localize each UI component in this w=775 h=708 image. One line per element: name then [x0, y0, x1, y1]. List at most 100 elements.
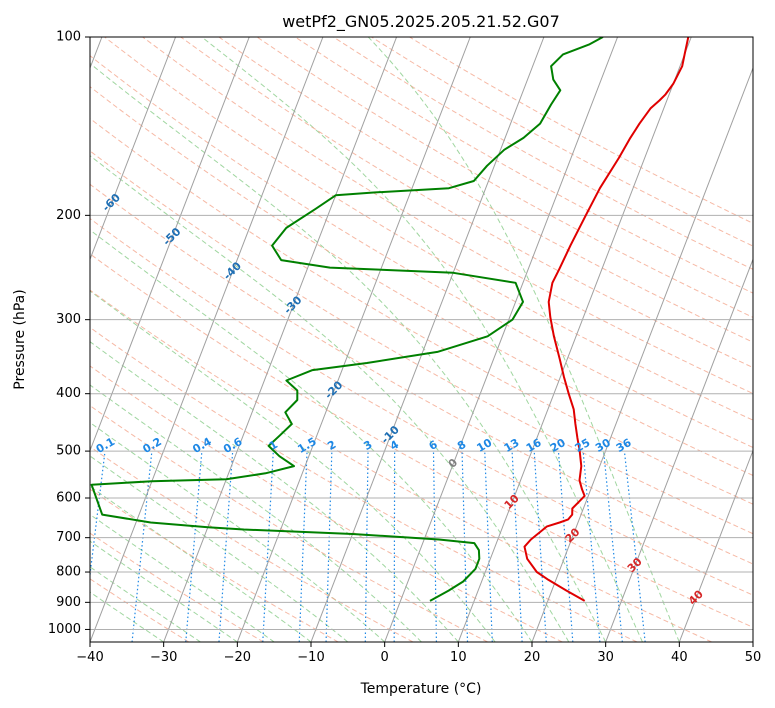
moist-adiabat-line — [90, 155, 570, 642]
mixing-ratio-line — [557, 451, 574, 642]
plot-frame — [89, 36, 754, 643]
y-tick-label: 600 — [56, 491, 81, 506]
isotherm-label: 20 — [563, 525, 583, 545]
dry-adiabat-line — [90, 253, 753, 628]
moist-adiabat-line — [90, 591, 164, 642]
isotherm-label: -70 — [39, 157, 62, 180]
mixing-ratio-line — [623, 451, 646, 642]
isotherm-label: 10 — [502, 492, 522, 512]
isotherm-line — [457, 37, 692, 642]
y-tick-label: 500 — [56, 444, 81, 459]
sounding-profiles — [90, 37, 690, 602]
mixing-ratio-line — [325, 451, 333, 642]
dry-adiabat-line — [90, 405, 488, 642]
isotherm-line — [90, 37, 177, 261]
moist-adiabat-line — [90, 513, 275, 642]
mixing-ratio-line — [131, 451, 153, 642]
mixing-ratio-label: 0.4 — [190, 435, 214, 456]
mixing-ratio-label: 0.1 — [94, 435, 117, 456]
moist-adiabat-line — [90, 540, 238, 642]
mixing-ratio-label: 0.6 — [221, 435, 245, 456]
y-tick-label: 900 — [56, 595, 81, 610]
mixing-ratio-label: 16 — [524, 436, 544, 455]
dry-adiabat-line — [218, 37, 753, 343]
dry-adiabat-line — [142, 37, 753, 395]
temperature-line — [523, 37, 690, 602]
dry-adiabats — [90, 37, 753, 642]
mixing-ratio-line — [432, 451, 438, 642]
isotherm-line — [752, 640, 753, 642]
pressure-gridlines — [90, 37, 753, 630]
dewpoint-line — [90, 37, 604, 602]
mixing-ratio-line — [364, 451, 369, 642]
dry-adiabat-line — [90, 217, 753, 596]
dry-adiabat-line — [90, 289, 712, 642]
moist-adiabat-line — [90, 421, 386, 642]
dry-adiabat-line — [90, 117, 753, 505]
x-tick-label: −10 — [297, 650, 324, 665]
mixing-ratio-line — [484, 451, 493, 642]
mixing-ratio-line — [461, 451, 469, 642]
moist-adiabat-line — [90, 384, 422, 642]
isotherm-label: -80 — [0, 122, 2, 145]
dry-adiabat-line — [90, 488, 339, 642]
isotherm-line — [90, 37, 324, 642]
isotherm-line — [163, 37, 398, 642]
dry-adiabat-line — [90, 326, 638, 642]
mixing-ratio-label: 1.5 — [295, 435, 318, 456]
mixing-ratio-label: 0.2 — [141, 435, 164, 456]
x-tick-label: −40 — [76, 650, 103, 665]
isotherm-line — [531, 66, 753, 642]
mixing-ratio-label: 25 — [573, 436, 593, 455]
x-tick-label: 0 — [381, 650, 389, 665]
moist-adiabat-line — [90, 455, 349, 642]
dry-adiabat-line — [90, 183, 753, 565]
y-tick-label: 400 — [56, 386, 81, 401]
mixing-ratio-lines — [90, 451, 646, 642]
mixing-ratio-line — [298, 451, 308, 642]
mixing-ratio-label: 13 — [502, 436, 522, 455]
dry-adiabat-line — [256, 37, 753, 318]
mixing-ratio-line — [90, 451, 106, 580]
moist-adiabat-line — [90, 566, 201, 642]
x-tick-label: −20 — [224, 650, 251, 665]
mixing-ratio-label: 20 — [548, 436, 568, 455]
x-tick-label: 40 — [671, 650, 688, 665]
line-labels: -100-90-80-70-60-50-40-30-20-10010203040… — [0, 122, 706, 608]
y-axis-label: Pressure (hPa) — [12, 289, 28, 389]
x-tick-label: −30 — [150, 650, 177, 665]
isotherm-line — [678, 449, 753, 642]
isotherm-label: -30 — [281, 293, 304, 316]
x-tick-label: 10 — [450, 650, 467, 665]
isotherm-line — [236, 37, 471, 642]
chart-title: wetPf2_GN05.2025.205.21.52.G07 — [282, 12, 560, 32]
dry-adiabat-line — [90, 150, 753, 535]
moist-adiabat-line — [90, 290, 496, 642]
x-axis-ticks: −40 −30 −20 −10 0 10 20 30 40 50 — [76, 642, 761, 665]
plot-area: -100-90-80-70-60-50-40-30-20-10010203040… — [0, 37, 753, 642]
moist-adiabat-line — [90, 62, 607, 642]
y-tick-label: 1000 — [48, 622, 81, 637]
isotherm-line — [384, 37, 619, 642]
isotherm-label: 0 — [446, 456, 461, 471]
y-axis-ticks: 100 200 300 400 500 600 700 800 900 1000 — [48, 30, 90, 637]
x-tick-label: 30 — [597, 650, 614, 665]
moist-adiabat-line — [90, 229, 533, 642]
y-tick-label: 200 — [56, 208, 81, 223]
y-tick-label: 300 — [56, 312, 81, 327]
dry-adiabat-line — [104, 37, 753, 421]
isotherm-line — [605, 257, 753, 642]
x-tick-label: 20 — [524, 650, 541, 665]
dry-adiabat-line — [409, 37, 753, 224]
isotherm-label: -20 — [322, 378, 345, 401]
isotherms — [90, 37, 753, 642]
y-tick-label: 700 — [56, 530, 81, 545]
isotherm-line — [90, 37, 250, 453]
isotherm-label: -50 — [160, 225, 183, 248]
mixing-ratio-label: 10 — [475, 436, 495, 455]
y-tick-label: 100 — [56, 30, 81, 45]
dry-adiabat-line — [180, 37, 753, 369]
dry-adiabat-line — [90, 55, 753, 449]
dry-adiabat-line — [90, 578, 190, 642]
